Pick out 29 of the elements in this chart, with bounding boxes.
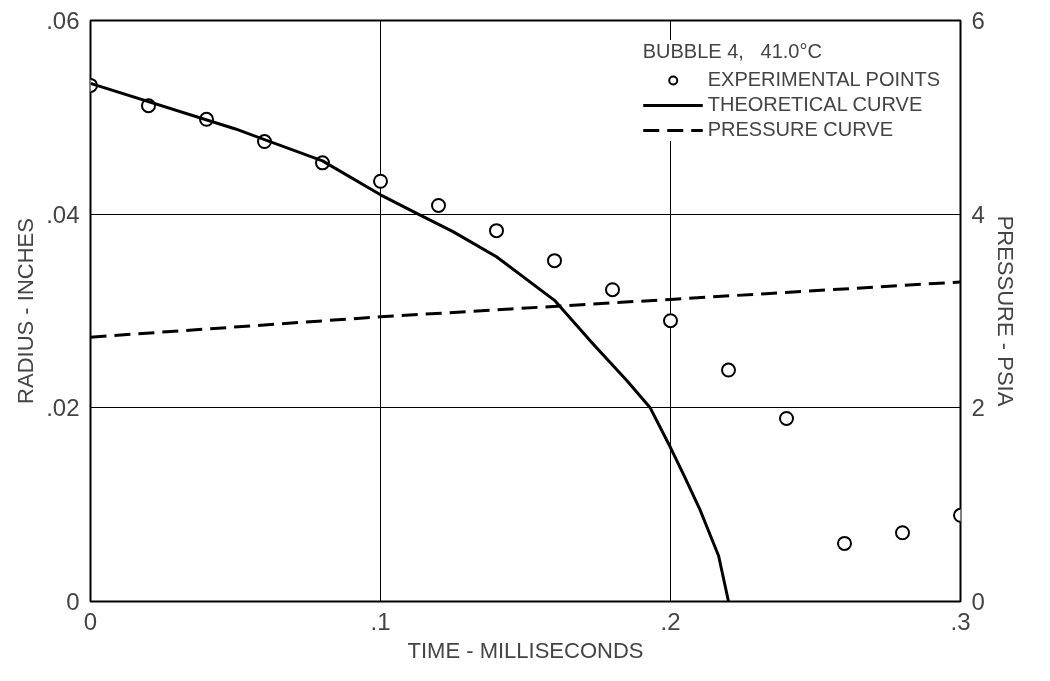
point — [489, 223, 504, 239]
y-tick-label: .04 — [46, 200, 80, 228]
y2-axis-title: PRESSURE - PSIA — [992, 215, 1018, 407]
x-tick-label: .3 — [950, 607, 971, 635]
x-tick-label: 0 — [83, 607, 98, 635]
point — [547, 253, 562, 269]
y2-tick-label: 4 — [971, 200, 985, 228]
y-tick-label: .06 — [46, 7, 80, 34]
legend-label: PRESSURE CURVE — [707, 118, 893, 141]
point — [721, 362, 736, 378]
legend-label: EXPERIMENTAL POINTS — [707, 68, 940, 91]
point — [895, 525, 910, 541]
point — [373, 173, 388, 189]
point — [605, 282, 620, 298]
y-tick-label: .02 — [46, 394, 80, 422]
y2-tick-label: 0 — [971, 588, 985, 615]
legend-title: BUBBLE 4, 41.0°C — [642, 40, 823, 63]
x-tick-label: .1 — [370, 607, 391, 635]
y-tick-label: 0 — [66, 588, 80, 615]
point — [837, 535, 852, 551]
x-tick-label: .2 — [660, 607, 681, 635]
point — [431, 197, 446, 213]
x-axis-title: TIME - MILLISECONDS — [407, 637, 644, 663]
y2-tick-label: 2 — [971, 394, 985, 422]
y-axis-title: RADIUS - INCHES — [13, 218, 39, 404]
legend-label: THEORETICAL CURVE — [707, 93, 923, 116]
y2-tick-label: 6 — [971, 7, 985, 34]
point — [663, 313, 678, 329]
point — [779, 411, 794, 426]
